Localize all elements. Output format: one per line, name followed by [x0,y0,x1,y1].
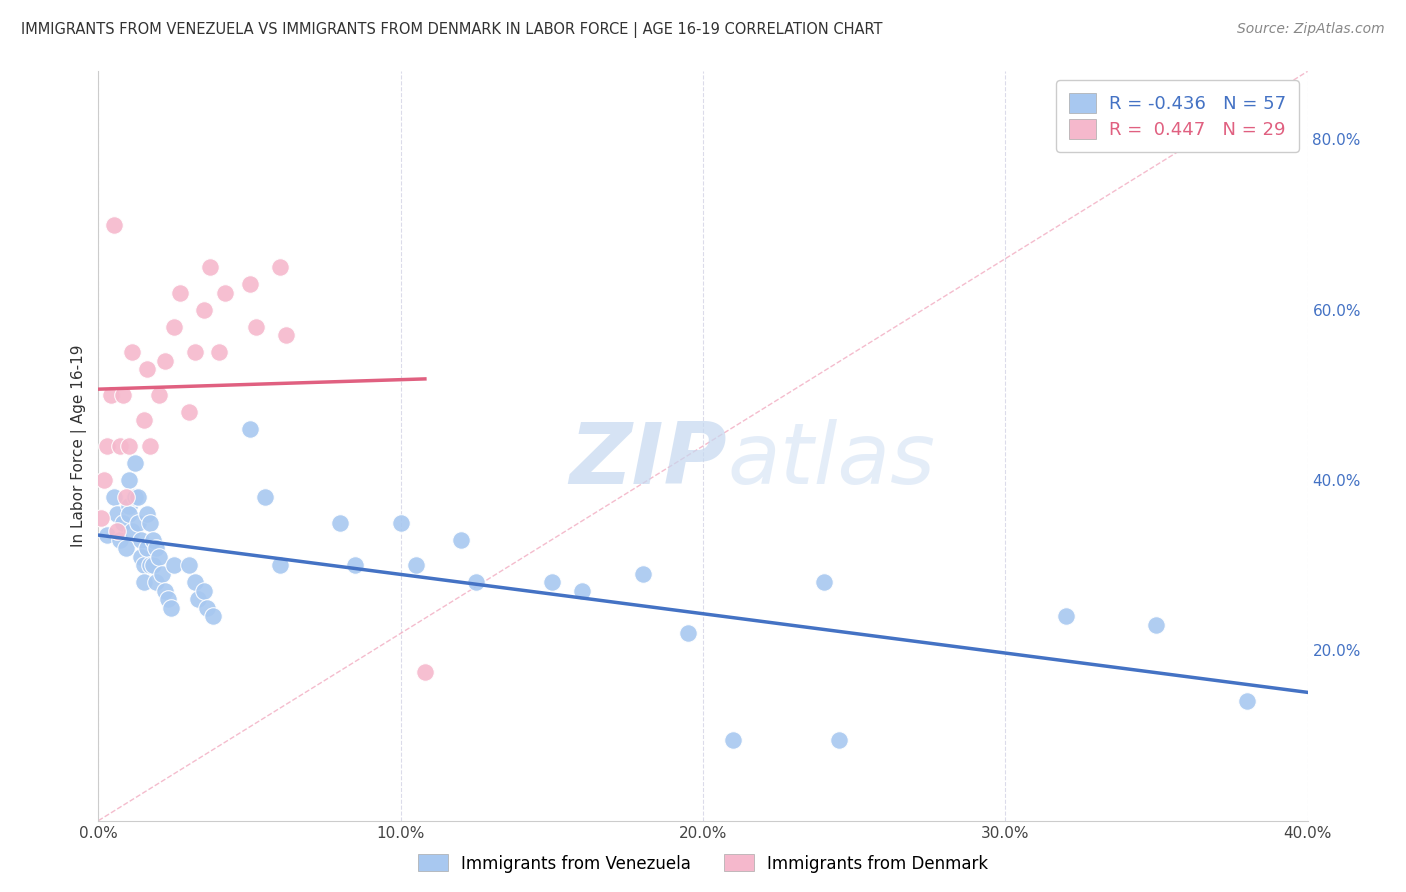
Point [813,575,835,590]
Point [121,345,143,359]
Point [124,490,146,504]
Point [269,260,291,275]
Point [184,345,207,359]
Point [828,732,851,747]
Point [118,507,141,521]
Point [114,541,136,556]
Point [676,626,699,640]
Point [139,516,162,530]
Point [90,511,112,525]
Point [274,328,297,343]
Point [114,490,136,504]
Y-axis label: In Labor Force | Age 16-19: In Labor Force | Age 16-19 [72,344,87,548]
Point [465,575,488,590]
Point [132,413,155,427]
Point [195,600,218,615]
Point [111,388,134,402]
Text: Source: ZipAtlas.com: Source: ZipAtlas.com [1237,22,1385,37]
Point [135,507,157,521]
Point [129,533,152,547]
Point [96,528,118,542]
Point [329,516,352,530]
Point [723,732,745,747]
Point [450,533,472,547]
Point [202,609,225,624]
Text: IMMIGRANTS FROM VENEZUELA VS IMMIGRANTS FROM DENMARK IN LABOR FORCE | AGE 16-19 : IMMIGRANTS FROM VENEZUELA VS IMMIGRANTS … [21,22,883,38]
Point [571,583,593,598]
Point [540,575,562,590]
Point [163,558,186,573]
Point [135,362,157,376]
Point [1144,617,1167,632]
Point [405,558,427,573]
Point [145,575,167,590]
Point [139,439,162,453]
Point [111,516,134,530]
Point [118,473,141,487]
Point [129,549,152,564]
Point [153,583,176,598]
Point [108,439,131,453]
Point [132,558,155,573]
Point [184,575,207,590]
Point [145,541,167,556]
Legend: R = -0.436   N = 57, R =  0.447   N = 29: R = -0.436 N = 57, R = 0.447 N = 29 [1056,80,1299,152]
Point [103,490,125,504]
Point [160,600,183,615]
Point [132,575,155,590]
Point [245,319,267,334]
Point [105,507,128,521]
Point [153,354,176,368]
Point [214,285,236,300]
Point [142,558,165,573]
Point [631,566,654,581]
Point [118,439,141,453]
Point [193,583,215,598]
Point [344,558,367,573]
Point [253,490,276,504]
Point [193,302,215,317]
Point [105,524,128,538]
Point [139,558,162,573]
Point [142,533,165,547]
Point [239,422,262,436]
Point [93,473,115,487]
Point [1236,694,1258,708]
Point [200,260,222,275]
Point [108,533,131,547]
Point [103,218,125,232]
Point [163,319,186,334]
Point [150,566,173,581]
Text: atlas: atlas [727,419,935,502]
Point [187,592,209,607]
Point [156,592,179,607]
Point [148,388,170,402]
Point [100,388,122,402]
Point [169,285,191,300]
Point [121,524,143,538]
Legend: Immigrants from Venezuela, Immigrants from Denmark: Immigrants from Venezuela, Immigrants fr… [411,847,995,880]
Point [413,665,436,679]
Point [124,456,146,470]
Point [96,439,118,453]
Point [127,516,149,530]
Point [208,345,231,359]
Point [389,516,412,530]
Point [1054,609,1077,624]
Point [179,405,201,419]
Point [239,277,262,292]
Point [118,499,141,513]
Point [179,558,201,573]
Point [269,558,291,573]
Point [148,549,170,564]
Text: ZIP: ZIP [569,419,727,502]
Point [127,490,149,504]
Point [135,541,157,556]
